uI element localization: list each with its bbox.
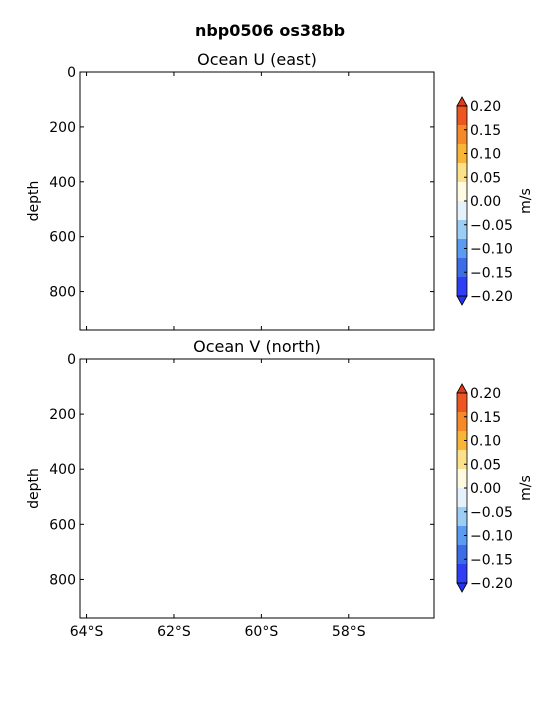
colorbar-band: [457, 564, 467, 583]
colorbar-tick-label: −0.05: [470, 505, 513, 521]
colorbar-band: [457, 220, 467, 239]
colorbar-band: [457, 507, 467, 526]
colorbar-band: [457, 431, 467, 450]
colorbar-tick-label: 0.20: [470, 99, 501, 115]
colorbar-tick-label: −0.15: [470, 265, 513, 281]
colorbar-tick-label: −0.05: [470, 218, 513, 234]
plot-area: [79, 71, 435, 331]
colorbar-band: [457, 526, 467, 545]
colorbar-band: [457, 488, 467, 507]
figure-title: nbp0506 os38bb: [195, 21, 345, 40]
colorbar-tick-label: 0.00: [470, 194, 501, 210]
colorbar-tick-label: −0.20: [470, 576, 513, 592]
colorbar-tick-label: 0.15: [470, 410, 501, 426]
colorbar-band: [457, 545, 467, 564]
y-tick-label: 400: [49, 462, 76, 478]
colorbar-tick-label: 0.10: [470, 434, 501, 450]
y-tick-label: 800: [49, 285, 76, 301]
colorbar-band: [457, 182, 467, 201]
colorbar: [456, 383, 468, 593]
colorbar-tick-label: 0.05: [470, 457, 501, 473]
y-tick-label: 600: [49, 517, 76, 533]
colorbar-band: [457, 106, 467, 125]
colorbar-band: [457, 469, 467, 488]
colorbar-band: [457, 144, 467, 163]
colorbar-label: m/s: [518, 188, 534, 214]
colorbar-tick-label: 0.20: [470, 386, 501, 402]
colorbar-band: [457, 239, 467, 258]
x-tick-label: 64°S: [70, 624, 104, 640]
colorbar-tick-label: 0.15: [470, 123, 501, 139]
colorbar-label: m/s: [518, 475, 534, 501]
colorbar-tick-label: −0.15: [470, 552, 513, 568]
y-tick-label: 0: [67, 352, 76, 368]
colorbar-band: [457, 277, 467, 296]
colorbar-band: [457, 258, 467, 277]
colorbar-tick-label: 0.00: [470, 481, 501, 497]
colorbar-band: [457, 163, 467, 182]
y-tick-label: 200: [49, 120, 76, 136]
x-tick-label: 60°S: [245, 624, 279, 640]
colorbar-tick-label: −0.10: [470, 242, 513, 258]
y-tick-label: 800: [49, 572, 76, 588]
y-axis-label: depth: [26, 181, 42, 222]
y-tick-label: 200: [49, 407, 76, 423]
y-axis-label: depth: [26, 468, 42, 509]
panel-title: Ocean V (north): [193, 337, 321, 356]
colorbar-band: [457, 201, 467, 220]
colorbar-under: [456, 582, 468, 593]
panel-title: Ocean U (east): [197, 50, 317, 69]
y-tick-label: 600: [49, 230, 76, 246]
colorbar-tick-label: 0.10: [470, 147, 501, 163]
colorbar-tick-label: 0.05: [470, 170, 501, 186]
y-tick-label: 0: [67, 65, 76, 81]
colorbar-under: [456, 295, 468, 306]
colorbar-over: [456, 383, 468, 394]
colorbar-tick-label: −0.10: [470, 529, 513, 545]
y-tick-label: 400: [49, 175, 76, 191]
colorbar-tick-label: −0.20: [470, 289, 513, 305]
x-tick-label: 62°S: [157, 624, 191, 640]
colorbar-band: [457, 450, 467, 469]
colorbar-band: [457, 393, 467, 412]
colorbar-band: [457, 412, 467, 431]
panels: Ocean U (east) 0 200 400 600 800 depth 0.20 0.15…: [26, 50, 534, 640]
colorbar-over: [456, 96, 468, 107]
x-tick-label: 58°S: [332, 624, 366, 640]
colorbar-band: [457, 125, 467, 144]
colorbar: [456, 96, 468, 306]
plot-area: [79, 358, 435, 619]
